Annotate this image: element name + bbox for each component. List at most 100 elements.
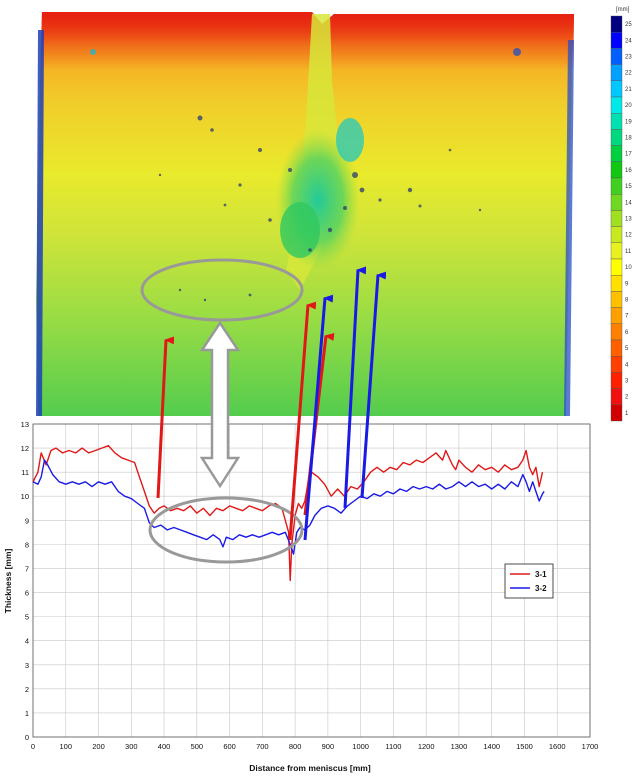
colorbar-swatch [610,129,623,146]
annotations [140,258,387,564]
x-tick-label: 1000 [352,742,369,751]
legend-box [504,563,554,599]
colorbar-swatch [610,64,623,81]
colorbar-swatch [610,291,623,308]
map-top-red-band [40,12,574,70]
colorbar-tick-label: 21 [625,87,632,93]
x-tick-label: 800 [289,742,302,751]
colorbar-swatch [610,15,623,33]
colorbar-swatch [610,112,623,130]
y-tick-label: 1 [25,709,29,718]
x-tick-label: 500 [191,742,204,751]
colorbar-unit: [mm] [616,7,630,13]
colorbar-tick-label: 17 [625,152,632,158]
y-axis-label: Thickness [mm] [3,548,13,613]
colorbar-tick-label: 1 [625,411,629,417]
y-tick-label: 8 [25,540,29,549]
x-tick-label: 1700 [582,742,599,751]
colorbar-tick-label: 14 [625,200,632,206]
map-cyan-core [336,118,364,162]
chart-ellipse-annotation [148,496,304,564]
x-tick-label: 1500 [516,742,533,751]
x-tick-label: 300 [125,742,138,751]
colorbar-tick-label: 23 [625,55,632,61]
colorbar-swatch [610,210,623,227]
colorbar-tick-label: 5 [625,346,629,352]
y-tick-label: 13 [21,420,29,429]
colorbar-swatch [610,307,623,325]
thickness-map [36,12,574,416]
legend-label-3-2: 3-2 [535,584,547,593]
map-left-edge [36,30,44,416]
legend-label-3-1: 3-1 [535,570,547,579]
colorbar-swatch [610,404,623,422]
colorbar-swatch [610,80,623,98]
series-line-3-1 [32,445,544,582]
colorbar-tick-label: 22 [625,71,632,77]
x-tick-label: 400 [158,742,171,751]
red-arrow-1 [156,336,175,499]
colorbar: 2524232221201918171615141312111098765432… [610,15,632,422]
y-tick-label: 12 [21,444,29,453]
chart-grid [32,423,591,738]
colorbar-swatch [610,226,623,244]
colorbar-tick-label: 10 [625,265,632,271]
double-arrow-annotation [199,320,241,489]
colorbar-tick-label: 18 [625,136,632,142]
colorbar-swatch [610,193,623,211]
colorbar-swatch [610,258,623,276]
y-tick-label: 3 [25,661,29,670]
red-arrow-2 [288,301,317,541]
x-tick-label: 900 [322,742,335,751]
y-tick-label: 11 [21,468,29,477]
map-green-patch [280,202,320,258]
colorbar-tick-label: 8 [625,298,629,304]
x-tick-label: 1300 [451,742,468,751]
colorbar-tick-label: 11 [625,249,632,255]
blue-arrow-2 [343,266,367,509]
colorbar-tick-label: 16 [625,168,632,174]
colorbar-tick-label: 25 [625,22,632,28]
colorbar-tick-label: 6 [625,330,629,336]
colorbar-tick-label: 19 [625,119,632,125]
blue-arrow-1 [303,294,334,541]
legend: 3-1 3-2 [504,563,554,599]
plot-frame [32,423,591,738]
colorbar-swatch [610,356,623,373]
colorbar-tick-label: 7 [625,314,629,320]
colorbar-swatch [610,339,623,357]
colorbar-tick-label: 20 [625,103,632,109]
y-tick-label: 9 [25,516,29,525]
x-tick-label: 1400 [483,742,500,751]
colorbar-swatch [610,32,623,49]
colorbar-swatch [610,275,623,292]
y-tick-label: 4 [25,637,29,646]
x-tick-label: 1600 [549,742,566,751]
y-tick-label: 6 [25,589,29,598]
y-tick-label: 0 [25,733,29,742]
map-defect-spots [90,48,521,302]
x-tick-label: 600 [223,742,236,751]
colorbar-tick-label: 24 [625,38,632,44]
x-tick-label: 700 [256,742,269,751]
series-line-3-2 [32,459,545,555]
colorbar-swatch [610,242,623,260]
colorbar-swatch [610,388,623,406]
colorbar-tick-label: 9 [625,281,629,287]
colorbar-swatch [610,372,623,389]
chart-lines [32,445,545,582]
colorbar-tick-label: 13 [625,217,632,223]
x-tick-label: 0 [31,742,35,751]
map-right-edge [564,40,574,416]
x-tick-label: 100 [60,742,73,751]
colorbar-swatch [610,177,623,195]
x-tick-label: 200 [92,742,105,751]
colorbar-swatch [610,145,623,163]
x-tick-label: 1100 [385,742,401,751]
colorbar-tick-label: 4 [625,362,629,368]
colorbar-tick-label: 3 [625,379,629,385]
y-tick-label: 2 [25,685,29,694]
y-tick-label: 10 [21,492,29,501]
